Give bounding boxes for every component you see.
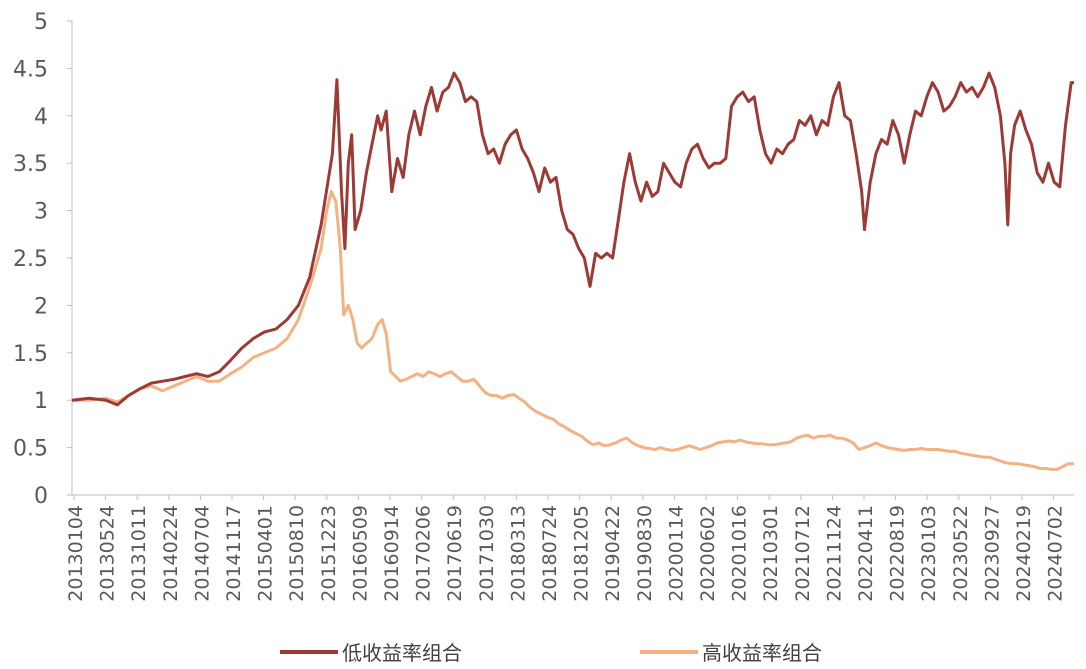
x-tick-label: 20190830	[634, 505, 656, 602]
x-tick-label: 20180313	[507, 505, 529, 602]
y-axis-ticks: 0 0.5 1 1.5 2 2.5 3 3.5 4 4.5 5	[13, 10, 72, 509]
y-tick-label: 2.5	[13, 247, 48, 272]
x-tick-label: 20181205	[571, 505, 593, 602]
y-tick-label: 4	[34, 105, 48, 130]
x-axis-ticks: 20130104 20130524 20131011 20140224 20140704…	[65, 495, 1067, 602]
x-tick-label: 20151223	[318, 505, 340, 602]
y-tick-label: 3	[34, 200, 48, 225]
y-tick-label: 1	[34, 389, 48, 414]
x-tick-label: 20230103	[918, 505, 940, 602]
x-tick-label: 20150401	[255, 505, 277, 602]
series-line-high	[72, 190, 1074, 471]
series-layer	[71, 71, 1074, 471]
x-tick-label: 20240219	[1013, 505, 1035, 602]
x-tick-label: 20220411	[855, 505, 877, 602]
series-line-low	[71, 71, 1074, 407]
legend-item-low: 低收益率组合	[280, 641, 462, 665]
x-tick-label: 20200602	[697, 505, 719, 602]
y-tick-label: 3.5	[13, 152, 48, 177]
x-tick-label: 20190422	[602, 505, 624, 602]
y-tick-label: 1.5	[13, 342, 48, 367]
x-tick-label: 20170619	[444, 505, 466, 602]
legend: 低收益率组合 高收益率组合	[280, 641, 822, 665]
x-tick-label: 20200114	[665, 505, 687, 602]
y-tick-label: 2	[34, 294, 48, 319]
x-tick-label: 20211124	[823, 505, 845, 602]
x-tick-label: 20240702	[1045, 505, 1067, 602]
x-tick-label: 20180724	[539, 505, 561, 602]
x-tick-label: 20130104	[65, 505, 87, 602]
x-tick-label: 20210712	[792, 505, 814, 602]
x-tick-label: 20150810	[286, 505, 308, 602]
x-tick-label: 20230927	[981, 505, 1003, 602]
x-tick-label: 20220819	[887, 505, 909, 602]
legend-label-low: 低收益率组合	[342, 641, 462, 665]
x-tick-label: 20171030	[476, 505, 498, 602]
legend-label-high: 高收益率组合	[702, 641, 822, 665]
x-tick-label: 20140704	[191, 505, 213, 602]
x-tick-label: 20130524	[97, 505, 119, 602]
y-tick-label: 0	[34, 484, 48, 509]
x-tick-label: 20210301	[760, 505, 782, 602]
y-tick-label: 5	[34, 10, 48, 35]
x-tick-label: 20230522	[950, 505, 972, 602]
y-tick-label: 0.5	[13, 437, 48, 462]
x-tick-label: 20160509	[349, 505, 371, 602]
x-tick-label: 20160914	[381, 505, 403, 602]
x-tick-label: 20141117	[223, 505, 245, 602]
x-tick-label: 20170206	[413, 505, 435, 602]
legend-item-high: 高收益率组合	[640, 641, 822, 665]
x-tick-label: 20201016	[729, 505, 751, 602]
x-tick-label: 20131011	[128, 505, 150, 602]
y-tick-label: 4.5	[13, 57, 48, 82]
x-tick-label: 20140224	[160, 505, 182, 602]
